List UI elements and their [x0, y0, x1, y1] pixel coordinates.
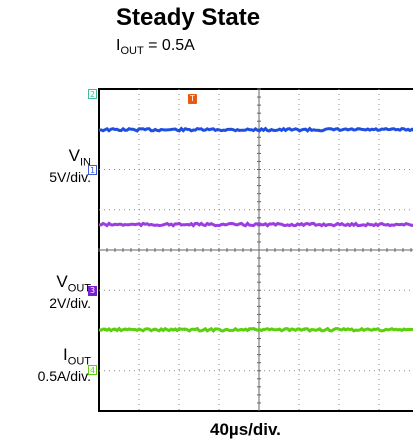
vout-label: VOUT 2V/div.: [49, 272, 91, 312]
chart-subtitle: IOUT = 0.5A: [116, 37, 195, 57]
subtitle-sub: OUT: [120, 45, 144, 58]
vin-scale: 5V/div.: [49, 169, 91, 186]
trigger-marker: T: [188, 94, 197, 104]
vin-label: VIN 5V/div.: [49, 146, 91, 186]
iout-label: IOUT 0.5A/div.: [37, 345, 91, 385]
vout-scale: 2V/div.: [49, 295, 91, 312]
channel-1-marker: 1: [88, 165, 97, 175]
vout-name-sub: OUT: [67, 282, 91, 295]
trace-vout: [98, 221, 413, 228]
channel-2-marker: 2: [88, 89, 97, 99]
x-axis-label: 40µs/div.: [210, 420, 281, 439]
vin-name-sub: IN: [80, 156, 91, 169]
channel-4-marker: 4: [88, 365, 97, 375]
vout-name-main: V: [56, 272, 68, 291]
subtitle-prefix: I: [116, 37, 121, 54]
subtitle-suffix: = 0.5A: [143, 37, 195, 54]
iout-name-sub: OUT: [67, 355, 91, 368]
trace-iout: [98, 326, 413, 334]
vin-name-main: V: [68, 146, 80, 165]
trace-vin: [98, 126, 413, 133]
channel-3-marker: 3: [88, 286, 97, 296]
iout-scale: 0.5A/div.: [37, 368, 91, 385]
chart-title: Steady State: [116, 4, 261, 31]
iout-name-main: I: [63, 345, 68, 364]
